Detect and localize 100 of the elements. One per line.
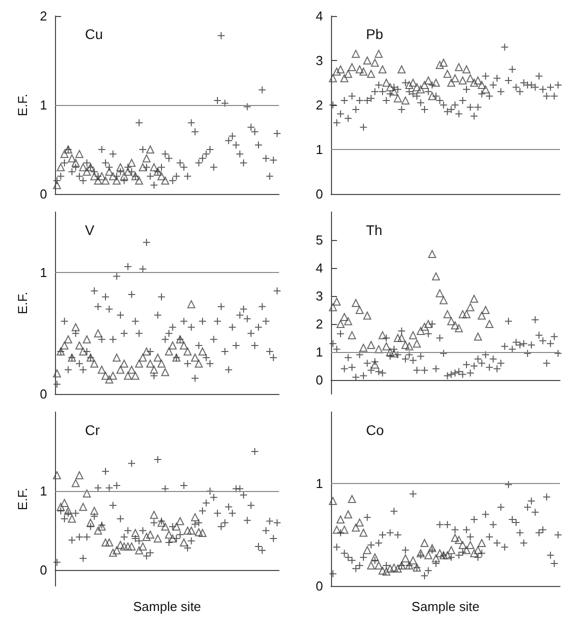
point: [243, 516, 252, 524]
point: [348, 363, 356, 372]
point: [191, 128, 200, 136]
point: [432, 272, 440, 280]
point: [168, 522, 177, 531]
point: [489, 520, 498, 529]
point: [436, 289, 444, 298]
point: [154, 534, 162, 543]
point: [531, 83, 540, 92]
point: [424, 320, 432, 328]
point: [462, 546, 470, 554]
point: [356, 306, 364, 314]
point: [535, 72, 544, 80]
point: [124, 372, 132, 380]
point: [161, 335, 170, 344]
point: [124, 526, 132, 535]
point: [527, 497, 536, 506]
point: [142, 348, 151, 356]
point: [374, 345, 383, 354]
point: [496, 359, 505, 368]
point: [236, 150, 244, 158]
point: [344, 354, 352, 362]
point: [128, 459, 136, 468]
point: [394, 334, 402, 342]
point: [482, 72, 490, 80]
point: [187, 536, 196, 545]
point: [420, 322, 429, 331]
point: [194, 341, 203, 350]
point: [378, 369, 387, 377]
point: [478, 80, 486, 89]
point: [254, 542, 262, 550]
point: [262, 317, 270, 326]
point: [401, 78, 410, 87]
point: [352, 564, 360, 573]
point: [520, 539, 528, 548]
point: [72, 158, 80, 167]
point: [269, 156, 278, 164]
point: [128, 542, 136, 550]
point: [56, 163, 65, 172]
point: [344, 114, 352, 122]
point: [52, 380, 61, 388]
point: [108, 548, 117, 557]
point: [344, 510, 352, 518]
y-tick-label: 3: [316, 288, 323, 304]
point: [428, 80, 436, 89]
point: [52, 369, 61, 378]
point: [82, 489, 91, 498]
point: [546, 83, 554, 92]
point: [161, 368, 170, 376]
point: [131, 317, 140, 326]
point: [142, 154, 151, 162]
point: [454, 110, 463, 118]
point: [258, 86, 266, 94]
point: [138, 146, 147, 154]
point: [187, 526, 196, 535]
point: [198, 348, 207, 356]
point: [390, 507, 398, 516]
point: [409, 556, 418, 564]
point: [420, 539, 429, 548]
point: [432, 559, 440, 568]
point: [105, 538, 114, 546]
point: [124, 168, 132, 176]
point: [451, 321, 460, 330]
point: [336, 515, 345, 524]
point: [370, 556, 379, 564]
point: [112, 546, 121, 554]
point: [462, 85, 470, 94]
point: [135, 176, 144, 185]
point: [138, 354, 147, 362]
point: [386, 348, 394, 356]
point: [146, 146, 154, 154]
point: [474, 103, 482, 112]
point: [191, 374, 200, 382]
point: [424, 88, 432, 96]
point: [443, 108, 452, 116]
y-tick-label: 1: [40, 265, 48, 280]
point: [187, 118, 196, 127]
point: [150, 510, 158, 519]
point: [538, 85, 547, 94]
point: [374, 368, 383, 376]
point: [447, 105, 456, 114]
point: [405, 80, 414, 89]
point: [332, 68, 341, 76]
point: [72, 163, 80, 172]
point: [378, 88, 387, 96]
point: [98, 172, 106, 180]
point: [191, 520, 200, 528]
point: [247, 501, 256, 510]
point: [478, 312, 486, 320]
point: [98, 366, 106, 374]
point: [524, 349, 532, 358]
point: [443, 372, 452, 380]
x-axis-title: Sample site: [412, 599, 480, 614]
point: [94, 484, 102, 492]
point: [520, 78, 528, 87]
point: [546, 340, 554, 348]
point: [394, 85, 402, 94]
point: [454, 536, 463, 544]
y-tick-label: 2: [316, 316, 323, 332]
point: [482, 306, 490, 314]
